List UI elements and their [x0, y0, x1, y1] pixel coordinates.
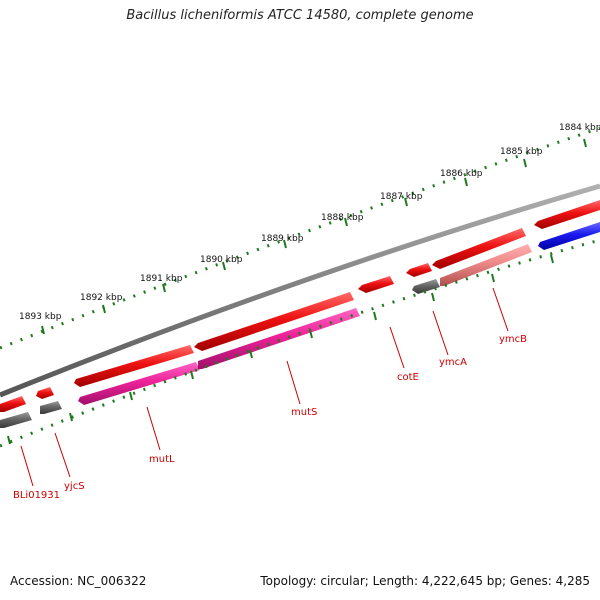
gene-forward-1[interactable] — [0, 396, 26, 412]
inner-scale — [0, 238, 600, 448]
gene-label-cote: cotE — [397, 372, 419, 383]
gene-yjcs[interactable] — [40, 401, 62, 414]
gene-leaders — [20, 287, 509, 487]
scale-label-1892: 1892 kbp — [80, 293, 123, 303]
genome-summary: Topology: circular; Length: 4,222,645 bp… — [260, 574, 590, 588]
scale-label-1884: 1884 kbp — [559, 123, 600, 133]
gene-forward-2[interactable] — [36, 387, 54, 399]
map-title: Bacillus licheniformis ATCC 14580, compl… — [126, 8, 474, 23]
gene-label-mutl: mutL — [149, 454, 175, 465]
gene-forward-right[interactable] — [534, 200, 600, 229]
gene-ymca[interactable] — [412, 279, 440, 294]
reverse-genes — [0, 222, 600, 428]
gene-cote-upper[interactable] — [358, 276, 394, 293]
outer-scale-ticks — [41, 138, 587, 335]
outer-scale-dots — [0, 126, 600, 350]
gene-reverse-right[interactable] — [538, 222, 600, 250]
gene-label-bli01931: BLi01931 — [13, 490, 60, 501]
scale-label-1885: 1885 kbp — [500, 147, 543, 157]
gene-label-ymca: ymcA — [439, 357, 467, 368]
gene-upper-mid[interactable] — [194, 292, 354, 351]
backbone-line — [0, 183, 600, 398]
forward-genes — [0, 200, 600, 412]
gene-ymca-upper[interactable] — [406, 263, 432, 277]
scale-label-1886: 1886 kbp — [440, 169, 483, 179]
accession-label: Accession: NC_006322 — [10, 574, 147, 588]
scale-label-1890: 1890 kbp — [200, 255, 243, 265]
gene-mutl-upper[interactable] — [74, 345, 194, 387]
gene-mutl[interactable] — [78, 362, 200, 405]
gene-label-ymcb: ymcB — [499, 334, 527, 345]
gene-bli01931[interactable] — [0, 412, 32, 428]
inner-scale-ticks — [7, 254, 554, 445]
gene-muts[interactable] — [198, 308, 360, 369]
scale-label-1888: 1888 kbp — [321, 213, 364, 223]
gene-ymcb[interactable] — [440, 244, 532, 286]
scale-label-1889: 1889 kbp — [261, 234, 304, 244]
gene-label-muts: mutS — [291, 407, 317, 418]
scale-label-1887: 1887 kbp — [380, 192, 423, 202]
gene-label-yjcs: yjcS — [64, 481, 85, 492]
outer-scale: 1884 kbp 1885 kbp 1886 kbp 1887 kbp 1888… — [0, 123, 600, 350]
gene-ymcb-upper[interactable] — [432, 228, 526, 269]
scale-label-1891: 1891 kbp — [140, 274, 183, 284]
scale-label-1893: 1893 kbp — [19, 312, 62, 322]
